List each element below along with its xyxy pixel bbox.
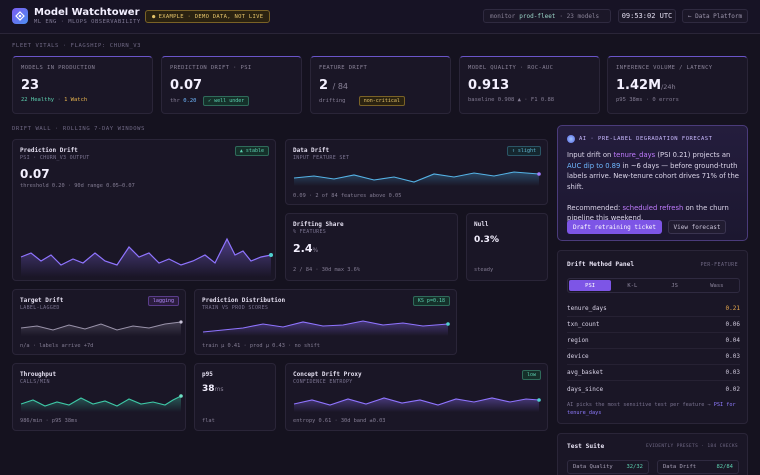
method-psi[interactable]: PSI [569,280,612,291]
app-subtitle: ML ENG · MLOPS OBSERVABILITY [34,19,141,25]
method-js[interactable]: JS [671,282,678,289]
ks-badge: KS p=0.18 [412,296,450,306]
data-drift-sparkline [293,171,541,186]
low-badge: low [521,370,541,380]
lagging-badge: lagging [147,296,179,306]
throughput-sparkline [20,394,183,412]
test-data-drift[interactable]: Data Drift 82/84 [657,460,739,474]
prediction-drift-card[interactable]: Prediction Drift PSI · CHURN_V3 OUTPUT ▲… [12,139,276,281]
method-wass[interactable]: Wass [710,282,724,289]
ai-forecast-card: AI · PRE-LABEL DEGRADATION FORECAST Inpu… [557,125,748,241]
healthy-count: 22 Healthy [21,97,55,103]
kpi-prediction-drift[interactable]: PREDICTION DRIFT · PSI 0.07 thr 0.20 ✓ w… [161,56,302,114]
drifting-share-card[interactable]: Drifting Share % FEATURES 2.4% 2 / 84 · … [285,213,458,281]
feature-row[interactable]: avg_basket 0.03 [567,365,740,381]
demo-badge: ● EXAMPLE · DEMO DATA, NOT LIVE [145,10,271,23]
data-drift-card[interactable]: Data Drift INPUT FEATURE SET ↑ slight 0.… [285,139,548,205]
slight-badge: ↑ slight [506,146,541,156]
p95-latency-card[interactable]: p95 38ms flat [194,363,276,431]
watch-count: 1 Watch [64,97,88,103]
view-forecast-button[interactable]: View forecast [668,220,726,234]
kpi-models-in-production[interactable]: MODELS IN PRODUCTION 23 22 Healthy · 1 W… [12,56,153,114]
null-card[interactable]: Null 0.3% steady [466,213,548,281]
method-kl[interactable]: K-L [627,282,638,289]
environment-name: prod-fleet [519,12,556,20]
kpi-inference-volume[interactable]: INFERENCE VOLUME / LATENCY 1.42M/24h p95… [607,56,748,114]
concept-drift-card[interactable]: Concept Drift Proxy CONFIDENCE ENTROPY l… [285,363,548,431]
ai-forecast-text: Input drift on tenure_days (PSI 0.21) pr… [567,151,739,222]
well-under-tag: ✓ well under [203,96,250,106]
app-logo-icon [12,8,28,24]
stable-badge: ▲ stable [234,146,269,156]
utc-clock: 09:53:02 UTC [618,9,676,23]
app-title: Model Watchtower [34,7,140,18]
prediction-distribution-sparkline [202,320,450,336]
method-note: AI picks the most sensitive test per fea… [567,402,736,416]
drift-method-panel: Drift Method Panel PER-FEATURE PSI K-L J… [557,250,748,424]
prediction-distribution-card[interactable]: Prediction Distribution TRAIN VS PROD SC… [194,289,457,355]
feature-row[interactable]: txn_count 0.06 [567,317,740,333]
target-drift-sparkline [20,320,183,336]
environment-selector[interactable]: monitor prod-fleet · 23 models [483,9,611,23]
feature-row[interactable]: days_since 0.02 [567,385,740,393]
throughput-card[interactable]: Throughput CALLS/MIN 986/min · p95 38ms [12,363,186,431]
test-data-quality[interactable]: Data Quality 32/32 [567,460,649,474]
concept-drift-sparkline [293,397,541,412]
non-critical-tag: non-critical [358,96,405,106]
target-drift-card[interactable]: Target Drift LABEL-LAGGED lagging n/a · … [12,289,186,355]
test-suite-card: Test Suite EVIDENTLY PRESETS · 184 CHECK… [557,433,748,475]
ai-orb-icon [567,135,575,143]
kpi-model-quality[interactable]: MODEL QUALITY · ROC-AUC 0.913 baseline 0… [459,56,600,114]
feature-row[interactable]: tenure_days 0.21 [567,301,740,317]
data-platform-button[interactable]: ← Data Platform [682,9,748,23]
draft-retraining-ticket-button[interactable]: Draft retraining ticket [567,220,662,234]
kpi-feature-drift[interactable]: FEATURE DRIFT 2 / 84 drifting non-critic… [310,56,451,114]
prediction-drift-sparkline [20,237,273,277]
warning-dot-icon: ● [152,13,156,20]
fleet-section-label: FLEET VITALS · FLAGSHIP: CHURN_V3 [12,43,142,49]
feature-row[interactable]: device 0.03 [567,349,740,365]
feature-row[interactable]: region 0.04 [567,333,740,349]
back-arrow-icon: ← [687,12,696,20]
drift-wall-section-label: DRIFT WALL · ROLLING 7-DAY WINDOWS [12,126,145,132]
method-selector: PSI K-L JS Wass [567,278,740,293]
